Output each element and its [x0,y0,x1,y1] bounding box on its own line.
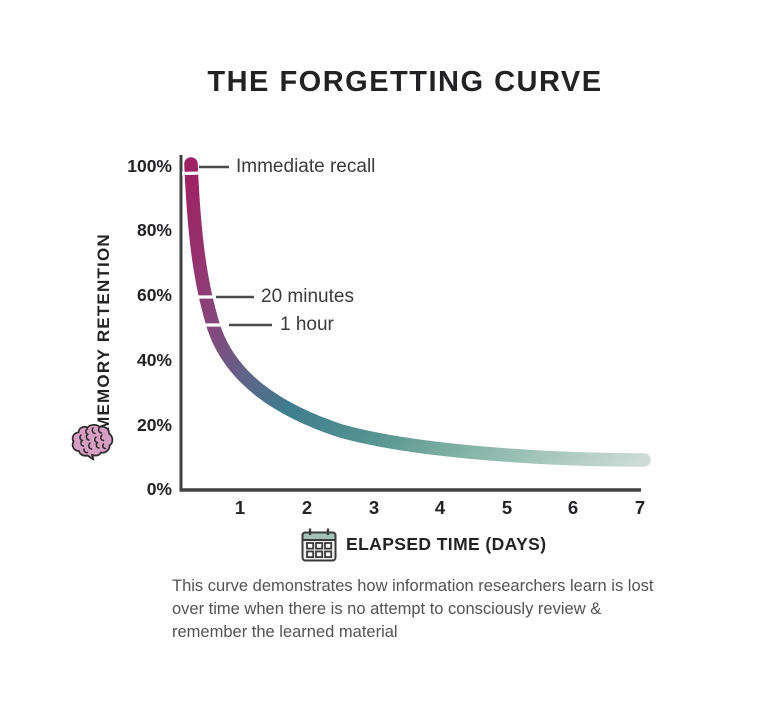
x-tick-4: 4 [434,497,446,518]
y-tick-80: 80% [136,220,172,240]
x-tick-2: 2 [301,497,313,518]
chart-title: THE FORGETTING CURVE [207,66,603,98]
annotation-1-hour: 1 hour [280,314,334,335]
x-tick-7: 7 [634,497,646,518]
forgetting-curve-line [184,157,651,467]
brain-icon [69,421,116,464]
x-axis-label: ELAPSED TIME (DAYS) [346,534,547,554]
y-tick-0: 0% [146,479,172,499]
calendar-icon [300,527,338,563]
x-tick-3: 3 [368,497,380,518]
y-tick-60: 60% [136,285,172,305]
x-tick-5: 5 [501,497,513,518]
y-tick-40: 40% [136,350,172,370]
annotation-immediate-recall: Immediate recall [236,156,376,177]
curve-gap-100 [181,171,204,176]
caption-text: This curve demonstrates how information … [172,577,654,641]
x-tick-1: 1 [234,497,246,518]
y-tick-100: 100% [127,156,172,176]
annotation-20-minutes: 20 minutes [261,286,354,307]
y-tick-20: 20% [136,415,172,435]
x-tick-6: 6 [567,497,579,518]
